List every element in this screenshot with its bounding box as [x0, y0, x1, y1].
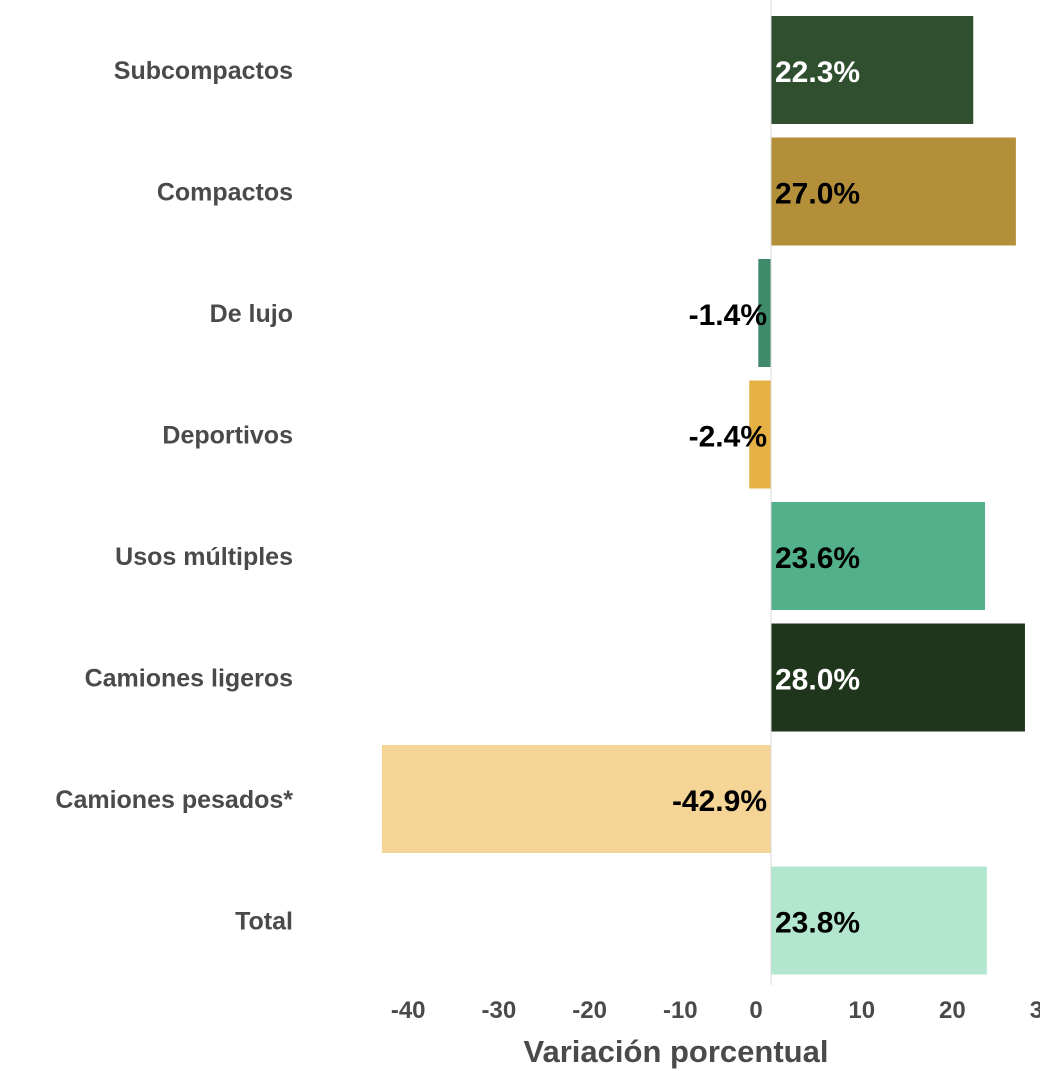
category-label-total: Total — [235, 908, 293, 936]
value-label-de-lujo: -1.4% — [689, 299, 767, 332]
x-tick-label: -10 — [663, 997, 698, 1024]
x-tick-label: 20 — [939, 997, 966, 1024]
bar-total — [771, 866, 987, 975]
bar-compactos — [771, 137, 1016, 246]
category-label-usos-multiples: Usos múltiples — [115, 543, 293, 571]
bar-de-lujo — [758, 259, 771, 367]
bars-group — [381, 16, 1025, 975]
x-tick-label: 30 — [1030, 997, 1040, 1024]
value-label-usos-multiples: 23.6% — [775, 542, 860, 575]
x-tick-label: 0 — [749, 997, 762, 1024]
bar-deportivos — [749, 380, 771, 489]
category-label-de-lujo: De lujo — [210, 300, 293, 328]
category-labels: Subcompactos Compactos De lujo Deportivos Us… — [55, 57, 293, 936]
category-label-camiones-pesados: Camiones pesados* — [55, 786, 293, 814]
x-tick-label: -30 — [482, 997, 517, 1024]
value-label-subcompactos: 22.3% — [775, 56, 860, 89]
category-label-compactos: Compactos — [157, 179, 293, 207]
x-axis-title: Variación porcentual — [524, 1034, 829, 1069]
category-label-subcompactos: Subcompactos — [114, 57, 293, 85]
x-tick-label: -20 — [572, 997, 607, 1024]
value-label-compactos: 27.0% — [775, 178, 860, 211]
x-tick-label: 10 — [848, 997, 875, 1024]
bar-usos-multiples — [771, 502, 986, 610]
bar-camiones-pesados — [381, 745, 771, 853]
value-labels: 22.3% 27.0% -1.4% -2.4% 23.6% 28.0% -42.9% 23.8… — [672, 56, 860, 940]
bar-subcompactos — [771, 16, 974, 124]
x-tick-label: -40 — [391, 997, 426, 1024]
value-label-camiones-pesados: -42.9% — [672, 785, 767, 818]
bar-camiones-ligeros — [771, 623, 1025, 732]
value-label-deportivos: -2.4% — [689, 421, 767, 454]
category-label-camiones-ligeros: Camiones ligeros — [85, 665, 293, 693]
value-label-camiones-ligeros: 28.0% — [775, 664, 860, 697]
x-axis-ticks: -40 -30 -20 -10 0 10 20 30 — [391, 997, 1040, 1024]
category-label-deportivos: Deportivos — [162, 422, 293, 450]
value-label-total: 23.8% — [775, 907, 860, 940]
